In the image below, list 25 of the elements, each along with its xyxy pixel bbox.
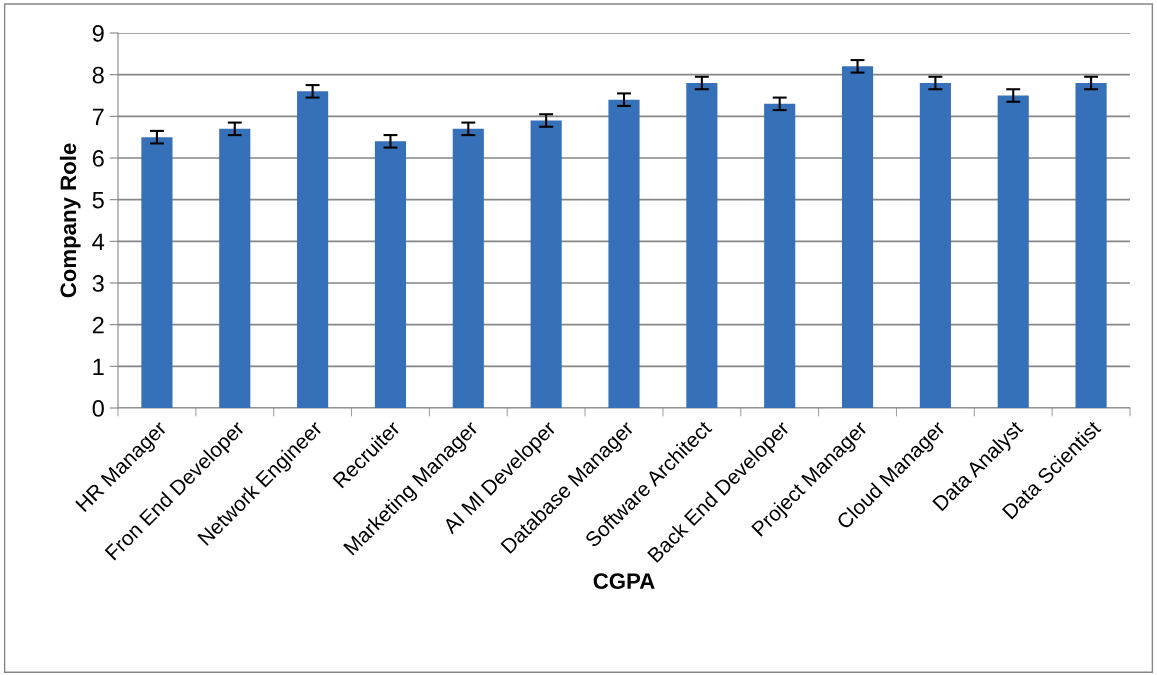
y-tick-label: 1 (93, 358, 104, 375)
bar (374, 141, 407, 408)
bar (919, 83, 951, 408)
y-tick-label: 9 (92, 25, 104, 42)
bar (686, 83, 718, 408)
y-tick-label: 3 (92, 275, 104, 292)
bar (452, 128, 484, 408)
bar (530, 120, 562, 408)
y-axis-title: Company Role (59, 143, 81, 298)
bar (997, 95, 1029, 408)
y-tick-label: 4 (92, 233, 105, 250)
bar (297, 91, 329, 408)
bar (608, 99, 640, 408)
x-axis-title: CGPA (593, 573, 655, 590)
y-tick-label: 5 (92, 191, 104, 209)
bar (1075, 83, 1107, 408)
bar (219, 128, 251, 408)
y-tick-label: 7 (92, 108, 104, 125)
bar (841, 66, 874, 408)
y-tick-label: 8 (92, 66, 104, 84)
y-tick-label: 2 (92, 316, 104, 334)
y-tick-label: 6 (92, 150, 104, 167)
y-tick-label: 0 (92, 400, 104, 417)
bar (141, 137, 173, 408)
bar (764, 103, 796, 408)
